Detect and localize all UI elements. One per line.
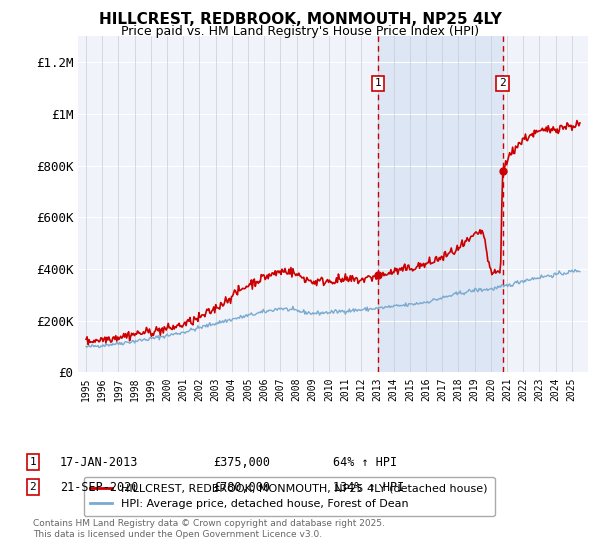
Text: 17-JAN-2013: 17-JAN-2013 <box>60 455 139 469</box>
Text: 21-SEP-2020: 21-SEP-2020 <box>60 480 139 494</box>
Text: 1: 1 <box>29 457 37 467</box>
Bar <box>379 36 503 372</box>
Text: HILLCREST, REDBROOK, MONMOUTH, NP25 4LY: HILLCREST, REDBROOK, MONMOUTH, NP25 4LY <box>98 12 502 27</box>
Text: 134% ↑ HPI: 134% ↑ HPI <box>333 480 404 494</box>
Text: £375,000: £375,000 <box>213 455 270 469</box>
Text: 2: 2 <box>499 78 506 88</box>
Legend: HILLCREST, REDBROOK, MONMOUTH, NP25 4LY (detached house), HPI: Average price, de: HILLCREST, REDBROOK, MONMOUTH, NP25 4LY … <box>83 477 494 516</box>
Text: Contains HM Land Registry data © Crown copyright and database right 2025.
This d: Contains HM Land Registry data © Crown c… <box>33 520 385 539</box>
Text: £780,000: £780,000 <box>213 480 270 494</box>
Text: 64% ↑ HPI: 64% ↑ HPI <box>333 455 397 469</box>
Text: Price paid vs. HM Land Registry's House Price Index (HPI): Price paid vs. HM Land Registry's House … <box>121 25 479 38</box>
Text: 2: 2 <box>29 482 37 492</box>
Text: 1: 1 <box>375 78 382 88</box>
